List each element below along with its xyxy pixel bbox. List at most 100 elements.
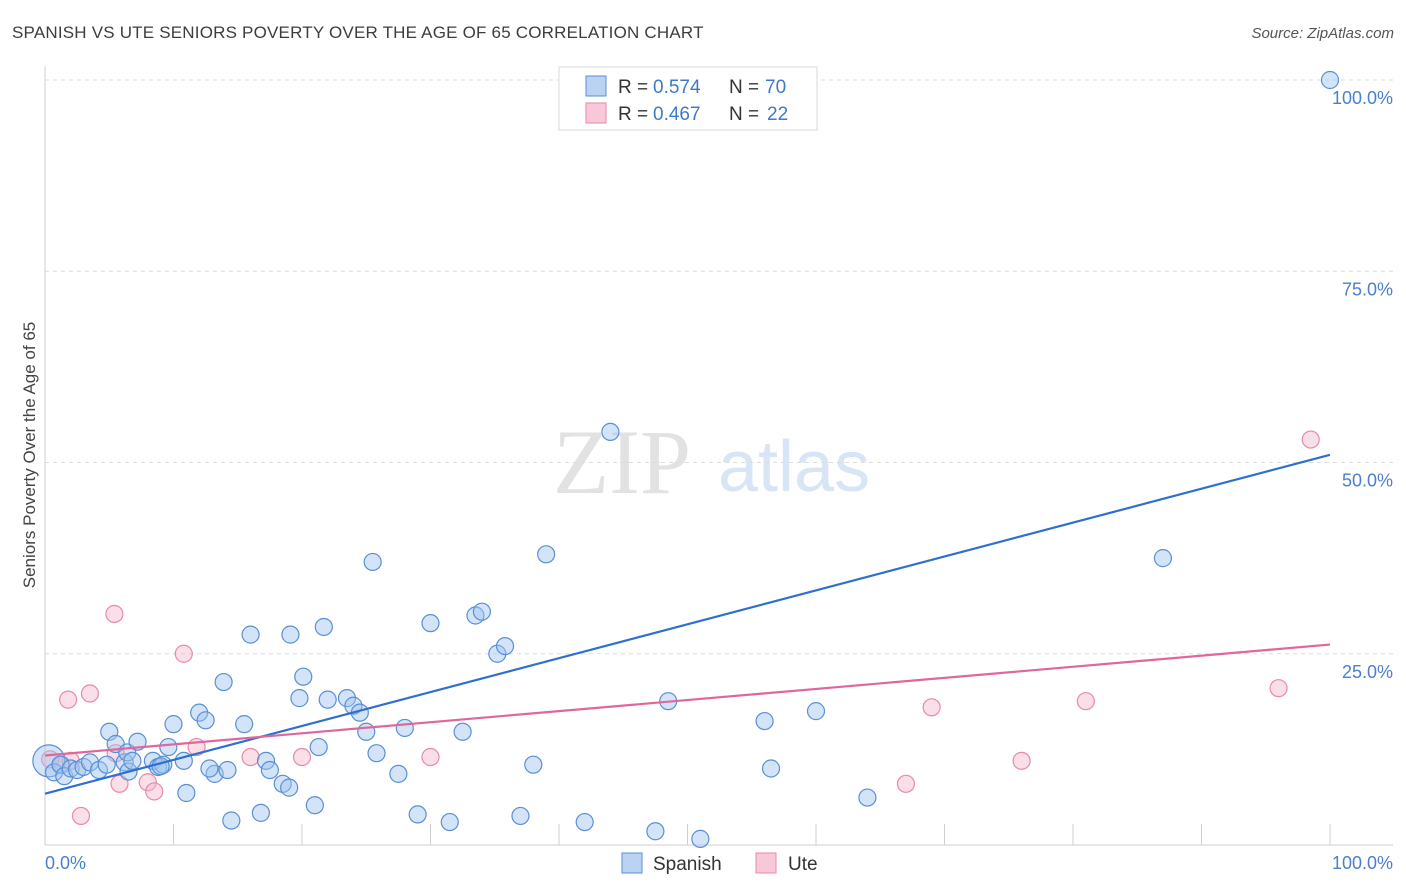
spanish-point-57 [453,722,472,741]
spanish-point-52 [389,764,408,783]
spanish-point-49 [363,552,382,572]
spanish-point-42 [309,737,328,757]
legend-ute-r-label: R = [618,104,648,125]
ute-point-9 [138,773,157,792]
legend-spanish-n-value: 70 [765,77,786,98]
legend-spanish-r-value: 0.574 [653,77,701,98]
x-tick-label-1: 100.0% [1332,853,1393,873]
spanish-point-67 [646,822,665,841]
trend-lines [44,453,1331,795]
spanish-point-64 [537,545,556,564]
ute-point-14 [292,747,312,767]
spanish-point-41 [305,796,324,815]
spanish-point-73 [858,788,877,807]
legend-ute-swatch [585,102,607,124]
y-tick-label-2: 75.0% [1342,279,1393,299]
spanish-point-55 [421,614,440,633]
spanish-points [32,70,1340,848]
watermark-atlas: atlas [718,427,870,507]
spanish-point-59 [472,602,491,621]
spanish-point-65 [575,812,594,832]
spanish-point-45 [318,690,337,709]
ute-point-11 [174,644,193,663]
spanish-point-43 [314,617,333,637]
ute-point-4 [71,806,91,826]
spanish-point-62 [511,806,530,826]
spanish-point-51 [367,744,386,763]
chart-title: SPANISH VS UTE SENIORS POVERTY OVER THE … [12,23,704,42]
spanish-point-36 [260,760,279,780]
spanish-point-60 [488,644,507,663]
spanish-point-50 [357,722,376,741]
y-tick-label-3: 100.0% [1332,88,1393,108]
x-tick-label-0: 0.0% [45,853,86,873]
spanish-point-28 [214,672,233,692]
ute-point-5 [80,684,100,703]
ute-point-16 [896,774,916,793]
ute-point-21 [1301,430,1320,449]
spanish-point-2 [51,755,70,774]
spanish-point-9 [97,755,116,774]
spanish-point-38 [280,778,299,797]
bottom-legend-spanish-label: Spanish [653,854,722,875]
axes [44,66,1393,846]
spanish-point-30 [200,759,219,778]
ute-point-8 [110,774,129,793]
ute-point-7 [105,604,124,624]
spanish-point-32 [235,715,254,734]
ute-point-17 [922,698,941,717]
ute-point-13 [241,747,260,767]
legend-spanish-n-label: N = [729,77,759,98]
series-legend: Spanish Ute [621,852,818,875]
ute-trend-line [44,643,1331,757]
bottom-legend-ute-label: Ute [788,854,818,875]
bottom-legend-spanish-swatch [621,852,643,874]
spanish-point-35 [256,751,276,770]
spanish-point-75 [1320,70,1340,90]
spanish-point-56 [440,812,459,832]
spanish-point-24 [177,783,196,803]
spanish-point-0 [32,744,66,778]
ute-point-10 [145,782,164,801]
ute-point-19 [1076,692,1095,711]
spanish-point-33 [241,625,260,644]
spanish-point-74 [1153,549,1173,568]
spanish-point-26 [196,711,215,730]
ute-point-18 [1012,751,1031,770]
legend-ute-n-value: 22 [767,104,788,125]
spanish-point-53 [395,718,414,738]
spanish-point-70 [755,711,774,731]
legend-spanish-r-label: R = [618,77,648,98]
spanish-point-61 [495,636,515,656]
spanish-point-63 [524,755,543,774]
spanish-point-20 [159,737,178,757]
legend-ute-n-label: N = [729,104,759,125]
correlation-legend: R = 0.574 N = 70 R = 0.467 N = 22 [558,66,818,131]
grid-lines [45,79,1393,655]
spanish-point-40 [290,689,309,708]
ute-point-15 [421,747,440,767]
ute-point-2 [59,690,78,709]
spanish-point-47 [344,696,363,715]
x-tick-labels: 0.0% 100.0% [45,853,1393,873]
spanish-point-54 [408,805,427,824]
source-label: Source: ZipAtlas.com [1251,25,1394,42]
spanish-point-34 [251,803,270,822]
y-tick-label-0: 25.0% [1342,662,1393,682]
spanish-point-72 [806,702,826,721]
y-tick-label-1: 50.0% [1342,471,1393,491]
spanish-point-6 [74,757,93,777]
y-axis-label: Seniors Poverty Over the Age of 65 [20,322,39,588]
spanish-point-44 [294,667,313,686]
spanish-point-69 [691,829,710,848]
ute-point-20 [1269,679,1288,698]
bottom-legend-ute-swatch [755,852,777,874]
spanish-point-71 [761,759,781,778]
spanish-point-31 [222,811,241,830]
spanish-point-15 [123,751,142,770]
legend-ute-r-value: 0.467 [653,104,701,125]
spanish-point-29 [218,760,237,780]
spanish-point-16 [128,732,147,751]
spanish-point-21 [151,757,170,776]
